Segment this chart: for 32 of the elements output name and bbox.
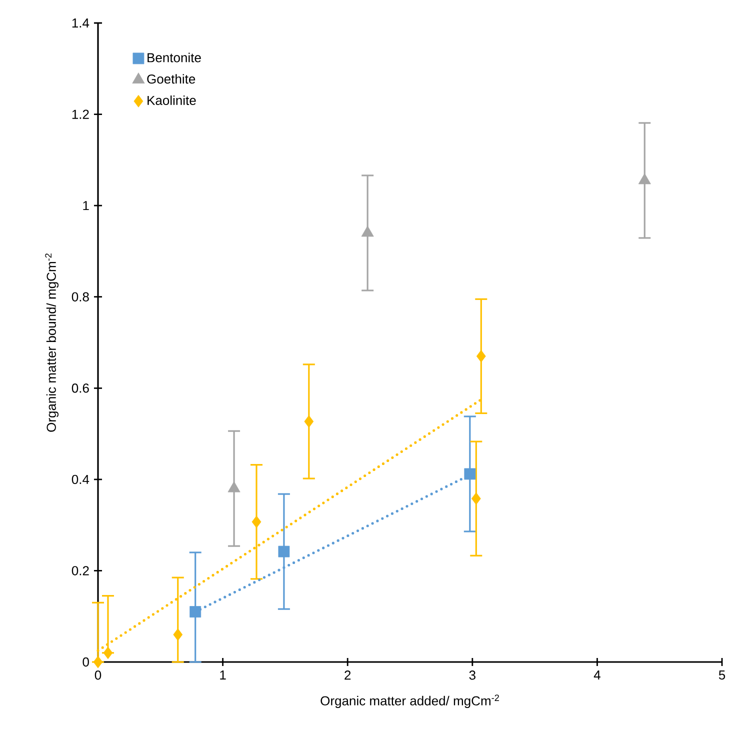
legend-label: Kaolinite: [148, 95, 196, 106]
point: [228, 481, 240, 492]
y-tick-label: 0.2: [72, 566, 89, 576]
y-tick-label: 0: [82, 657, 89, 667]
point: [103, 646, 113, 660]
point: [252, 516, 262, 528]
x-tick-label: 4: [594, 670, 600, 680]
y-axis-title: Organic matter bound/ mgCm$^{-2}$: [45, 254, 59, 432]
y-tick-label: 1.2: [72, 110, 89, 119]
x-tick-label: 2: [344, 670, 351, 680]
point: [278, 546, 290, 558]
point: [190, 606, 202, 618]
point: [638, 173, 651, 184]
y-tick-label: 0.6: [72, 384, 89, 393]
point: [464, 468, 476, 480]
x-tick-label: 5: [718, 670, 726, 680]
point: [93, 656, 103, 668]
x-tick-label: 0: [94, 670, 102, 680]
x-axis-title: Organic matter added/ mgCm$^{-2}$: [320, 694, 499, 708]
point: [173, 628, 183, 641]
x-tick-label: 3: [469, 670, 476, 680]
y-tick-label: 0.4: [72, 474, 90, 484]
x-tick-label: 1: [220, 670, 226, 680]
y-tick-label: 1.4: [72, 18, 90, 28]
point: [304, 415, 314, 428]
y-tick-label: 0.8: [72, 292, 89, 302]
point: [471, 492, 481, 505]
legend-label: Goethite: [147, 74, 196, 84]
point: [476, 350, 486, 362]
legend-label: Bentonite: [148, 52, 201, 62]
point: [361, 226, 374, 237]
y-tick-label: 1: [83, 201, 89, 210]
